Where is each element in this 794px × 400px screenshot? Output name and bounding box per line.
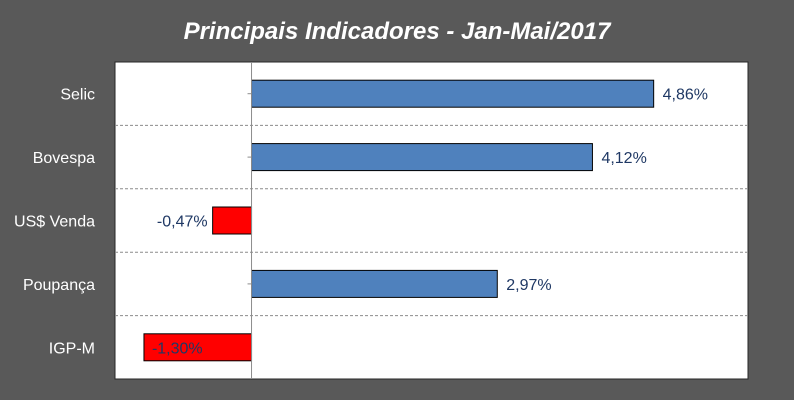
bars [143, 79, 655, 362]
chart-title: Principais Indicadores - Jan-Mai/2017 [183, 18, 611, 45]
bar [251, 79, 655, 108]
value-label: 4,12% [601, 150, 646, 167]
bar [251, 269, 498, 298]
value-label: 4,86% [663, 87, 708, 104]
category-label: US$ Venda [14, 214, 95, 231]
bar [251, 143, 593, 172]
category-labels: Selic Bovespa US$ Venda Poupança IGP-M [14, 87, 95, 358]
category-label: Bovespa [33, 150, 95, 167]
value-labels: 4,86% 4,12% -0,47% 2,97% -1,30% [152, 87, 708, 358]
value-label: -1,30% [152, 340, 203, 357]
grid-lines [115, 93, 748, 348]
category-label: Poupança [23, 277, 95, 294]
plot-area [114, 61, 749, 380]
value-label: -0,47% [157, 214, 208, 231]
category-label: IGP-M [49, 340, 95, 357]
bar [143, 333, 253, 362]
category-label: Selic [60, 87, 95, 104]
value-label: 2,97% [506, 277, 551, 294]
bar [212, 206, 253, 235]
